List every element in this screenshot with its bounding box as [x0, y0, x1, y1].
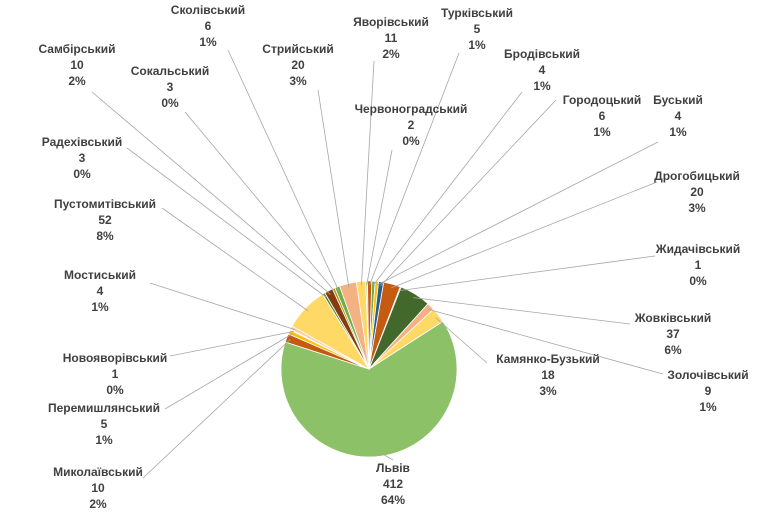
slice-label-name: Львів: [376, 461, 410, 475]
slice-label-percent: 1%: [468, 38, 486, 52]
leader-line: [380, 99, 557, 287]
slice-label-percent: 0%: [402, 134, 420, 148]
slice-label-percent: 1%: [669, 125, 687, 139]
slice-label-value: 4: [539, 63, 546, 77]
slice-label-name: Золочівський: [667, 368, 748, 382]
slice-label-name: Камянко-Бузький: [496, 352, 600, 366]
leader-line: [149, 282, 295, 330]
leader-line: [361, 60, 375, 286]
leader-line: [184, 111, 336, 293]
slice-label-name: Яворівський: [353, 15, 429, 29]
slice-label-name: Мостиський: [64, 268, 136, 282]
leader-line: [161, 207, 309, 312]
slice-label-value: 52: [98, 213, 112, 227]
slice-label-value: 10: [70, 58, 84, 72]
slice-label-value: 2: [408, 118, 415, 132]
leader-line: [413, 297, 631, 325]
slice-label-percent: 1%: [199, 35, 217, 49]
slice-label-name: Турківський: [441, 6, 513, 20]
slice-label-percent: 0%: [106, 383, 124, 397]
slice-label-value: 9: [705, 384, 712, 398]
slice-label-value: 1: [112, 367, 119, 381]
slice-label-percent: 0%: [161, 96, 179, 110]
slice-label-value: 5: [101, 417, 108, 431]
slice-label-name: Пустомитівський: [54, 197, 156, 211]
slice-label-name: Жидачівський: [655, 242, 740, 256]
slice-label-value: 18: [541, 368, 555, 382]
slice-label-value: 6: [599, 109, 606, 123]
slice-label-percent: 2%: [89, 497, 107, 511]
slice-label-name: Городоцький: [563, 93, 642, 107]
slice-label-percent: 0%: [689, 274, 707, 288]
slice-label-value: 4: [675, 109, 682, 123]
slice-label-name: Стрийський: [262, 42, 333, 56]
leader-line: [390, 181, 658, 289]
slice-label-name: Радехівський: [42, 135, 123, 149]
leader-line: [91, 91, 331, 295]
slice-label-percent: 2%: [382, 47, 400, 61]
slice-label-name: Самбірський: [38, 42, 115, 56]
slice-label-percent: 1%: [593, 125, 611, 139]
slice-label-value: 412: [383, 477, 403, 491]
slice-label-value: 3: [79, 151, 86, 165]
leader-line: [435, 317, 488, 364]
slice-label-value: 4: [97, 284, 104, 298]
slice-label-percent: 64%: [381, 493, 405, 507]
slice-label-percent: 1%: [95, 433, 113, 447]
pie-slice: [280, 320, 458, 458]
slice-label-name: Сколівський: [171, 3, 245, 17]
pie-slices: [280, 280, 458, 458]
slice-label-value: 10: [91, 481, 105, 495]
slice-label-percent: 1%: [699, 400, 717, 414]
leader-line: [379, 451, 394, 461]
leader-line: [399, 255, 656, 291]
slice-label-name: Бродівський: [504, 47, 580, 61]
slice-label-name: Перемишлянський: [48, 401, 160, 415]
leader-lines: [91, 49, 664, 479]
slice-label-value: 20: [690, 185, 704, 199]
slice-label-value: 3: [167, 80, 174, 94]
slice-label-percent: 3%: [539, 384, 557, 398]
leader-line: [317, 89, 350, 288]
slice-label-percent: 1%: [533, 79, 551, 93]
slice-label-name: Новояворівський: [63, 351, 168, 365]
leader-line: [169, 331, 294, 357]
leader-line: [372, 91, 523, 286]
leader-line: [164, 333, 294, 410]
slice-label-percent: 2%: [68, 74, 86, 88]
slice-label-value: 20: [291, 58, 305, 72]
slice-label-name: Сокальський: [131, 64, 210, 78]
slice-label-percent: 6%: [664, 343, 682, 357]
slice-label-name: Миколаївський: [53, 465, 143, 479]
slice-label-name: Червоноградський: [355, 102, 468, 116]
leader-line: [369, 52, 460, 286]
slice-label-value: 37: [666, 327, 680, 341]
leader-line: [126, 147, 327, 298]
leader-line: [227, 49, 340, 291]
slice-label-value: 1: [695, 258, 702, 272]
leader-line: [376, 141, 659, 286]
slice-label-value: 6: [205, 19, 212, 33]
slice-label-value: 5: [474, 22, 481, 36]
slice-label-percent: 3%: [289, 74, 307, 88]
slice-label-percent: 8%: [96, 229, 114, 243]
slice-label-percent: 3%: [688, 201, 706, 215]
leader-line: [142, 339, 291, 479]
slice-label-percent: 1%: [91, 300, 109, 314]
slice-label-name: Дрогобицький: [654, 169, 740, 183]
slice-label-name: Буський: [653, 93, 703, 107]
slice-labels: Бродівський 4 1% Буський 4 1% Городоцький 6 1% Др…: [38, 3, 748, 511]
slice-label-percent: 0%: [73, 167, 91, 181]
slice-label-name: Жовківський: [634, 311, 712, 325]
slice-label-value: 11: [385, 31, 398, 45]
leader-line: [427, 308, 664, 375]
leader-line: [366, 149, 393, 286]
